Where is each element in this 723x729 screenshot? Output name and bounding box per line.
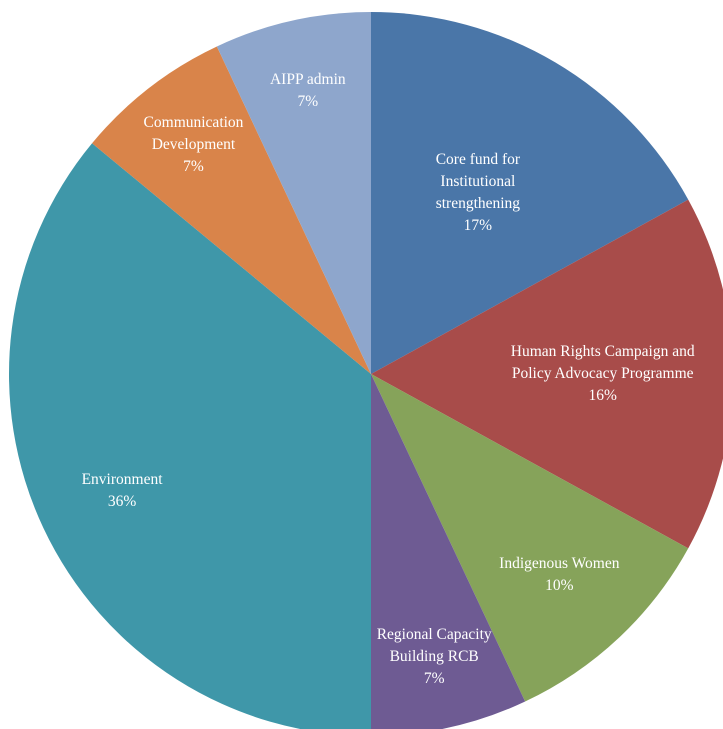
pie-slice	[9, 143, 371, 729]
label-box: Core fund for Institutional strengthenin…	[403, 143, 553, 243]
category-label: Regional Capacity Building RCB	[376, 625, 492, 665]
value-label: 7%	[297, 93, 319, 111]
category-label: Indigenous Women	[499, 554, 620, 572]
value-label: 7%	[183, 158, 204, 176]
pie-slice	[371, 199, 723, 549]
value-label: 10%	[545, 576, 574, 594]
slice-label: AIPP admin 7%	[248, 41, 368, 141]
category-label: AIPP admin	[269, 71, 346, 89]
pie-slice	[216, 12, 371, 374]
label-box: Environment 36%	[47, 441, 197, 541]
category-label: Human Rights Campaign and Policy Advocac…	[510, 343, 695, 382]
value-label: 7%	[423, 669, 445, 687]
slice-label: Communication Development 7%	[119, 95, 269, 195]
pie-slice	[371, 374, 689, 702]
label-box: AIPP admin 7%	[248, 41, 368, 141]
pie-slice	[92, 46, 371, 374]
slice-label: Indigenous Women 10%	[479, 525, 639, 625]
slice-label: Core fund for Institutional strengthenin…	[403, 143, 553, 243]
label-box: Regional Capacity Building RCB 7%	[354, 607, 514, 707]
value-label: 17%	[463, 217, 493, 235]
label-box: Communication Development 7%	[119, 95, 269, 195]
label-box: Human Rights Campaign and Policy Advocac…	[498, 324, 708, 424]
value-label: 36%	[107, 493, 137, 511]
category-label: Core fund for Institutional strengthenin…	[435, 151, 521, 213]
slice-label: Regional Capacity Building RCB 7%	[354, 607, 514, 707]
pie-slice	[371, 374, 526, 729]
slice-label: Environment 36%	[47, 441, 197, 541]
value-label: 16%	[588, 387, 617, 404]
pie-slice	[371, 12, 689, 374]
label-box: Indigenous Women 10%	[479, 525, 639, 625]
slice-label: Human Rights Campaign and Policy Advocac…	[498, 324, 708, 424]
category-label: Environment	[81, 471, 163, 489]
category-label: Communication Development	[143, 114, 244, 154]
